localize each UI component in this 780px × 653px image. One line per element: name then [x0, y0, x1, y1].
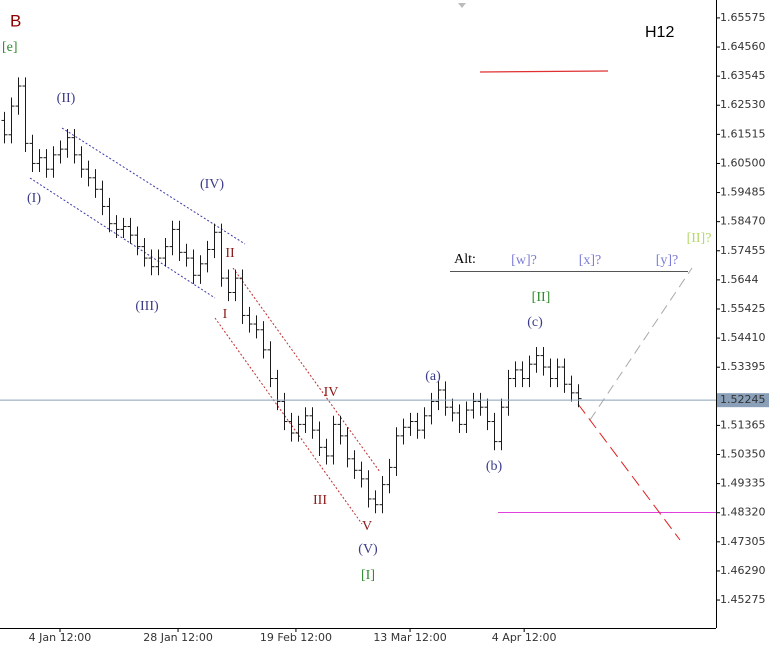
y-tick-label: 1.57455 [720, 244, 766, 257]
y-tick-label: 1.63545 [720, 69, 766, 82]
y-tick-label: 1.51365 [720, 418, 766, 431]
current-price-box [717, 393, 769, 408]
y-tick-label: 1.65575 [720, 11, 766, 24]
y-tick-label: 1.54410 [720, 331, 766, 344]
projection [589, 267, 693, 421]
wave-annotation: [w]? [511, 253, 537, 268]
wave-annotation: [x]? [579, 253, 602, 268]
wave-annotation: (a) [425, 369, 441, 384]
y-tick-label: 1.5644 [720, 273, 759, 286]
wave-annotation: Alt: [454, 252, 476, 267]
x-tick-label: 4 Jan 12:00 [29, 631, 92, 644]
symbol-label: B [10, 11, 21, 30]
wave-annotation: IV [324, 385, 339, 400]
y-tick-label: 1.47305 [720, 535, 766, 548]
y-tick-label: 1.61515 [720, 127, 766, 140]
y-tick-label: 1.45275 [720, 593, 766, 606]
shift-marker [458, 3, 466, 8]
y-tick-label: 1.53395 [720, 360, 766, 373]
wave-annotation: [II] [532, 290, 551, 305]
y-tick-label: 1.58470 [720, 215, 766, 228]
y-tick-label: 1.60500 [720, 156, 766, 169]
y-tick-label: 1.49335 [720, 477, 766, 490]
wave-annotation: (b) [486, 459, 503, 474]
x-tick-label: 4 Apr 12:00 [492, 631, 557, 644]
wave-annotation: (IV) [200, 177, 224, 192]
x-tick-label: 13 Mar 12:00 [373, 631, 446, 644]
wave-annotation: I [223, 307, 228, 322]
wave-annotation: (I) [27, 191, 41, 206]
timeframe: H12 [645, 24, 674, 41]
channel-line [232, 267, 381, 473]
wave-annotation: [I] [361, 568, 375, 583]
wave-annotation: V [362, 519, 372, 534]
wave-label: [e] [2, 40, 18, 55]
y-tick-label: 1.62530 [720, 98, 766, 111]
wave-annotation: (c) [527, 315, 543, 330]
wave-annotation: (III) [135, 299, 159, 314]
level-line [479, 70, 609, 73]
wave-annotation: II [225, 246, 235, 261]
wave-annotation: (V) [358, 542, 378, 557]
wave-annotation: (II) [57, 91, 76, 106]
y-tick-label: 1.59485 [720, 186, 766, 199]
current-price-label: 1.52245 [720, 393, 766, 406]
y-tick-label: 1.48320 [720, 506, 766, 519]
wave-annotation: [y]? [656, 253, 679, 268]
y-tick-label: 1.64560 [720, 40, 766, 53]
wave-annotation: III [313, 493, 327, 508]
x-tick-label: 28 Jan 12:00 [143, 631, 213, 644]
wave-annotation: [II]? [687, 231, 712, 246]
channel-line [29, 177, 216, 299]
y-tick-label: 1.55425 [720, 302, 766, 315]
y-tick-label: 1.46290 [720, 564, 766, 577]
projection [577, 403, 681, 541]
x-tick-label: 19 Feb 12:00 [260, 631, 332, 644]
y-tick-label: 1.50350 [720, 448, 766, 461]
